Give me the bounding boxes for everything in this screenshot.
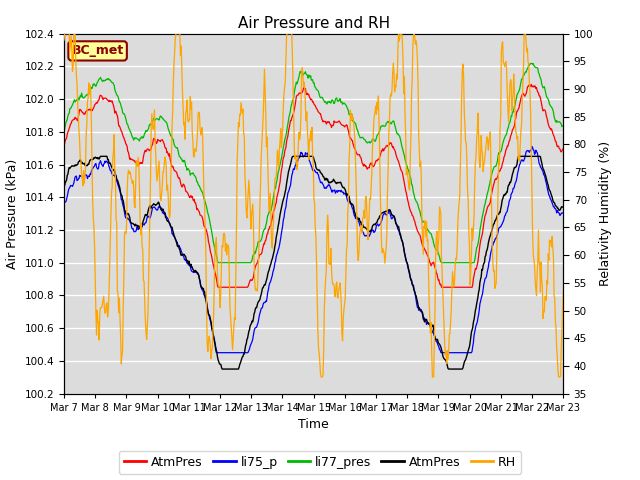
Y-axis label: Relativity Humidity (%): Relativity Humidity (%) [599, 141, 612, 286]
Text: BC_met: BC_met [72, 44, 124, 58]
Legend: AtmPres, li75_p, li77_pres, AtmPres, RH: AtmPres, li75_p, li77_pres, AtmPres, RH [119, 451, 521, 474]
X-axis label: Time: Time [298, 418, 329, 431]
Y-axis label: Air Pressure (kPa): Air Pressure (kPa) [6, 158, 19, 269]
Title: Air Pressure and RH: Air Pressure and RH [237, 16, 390, 31]
